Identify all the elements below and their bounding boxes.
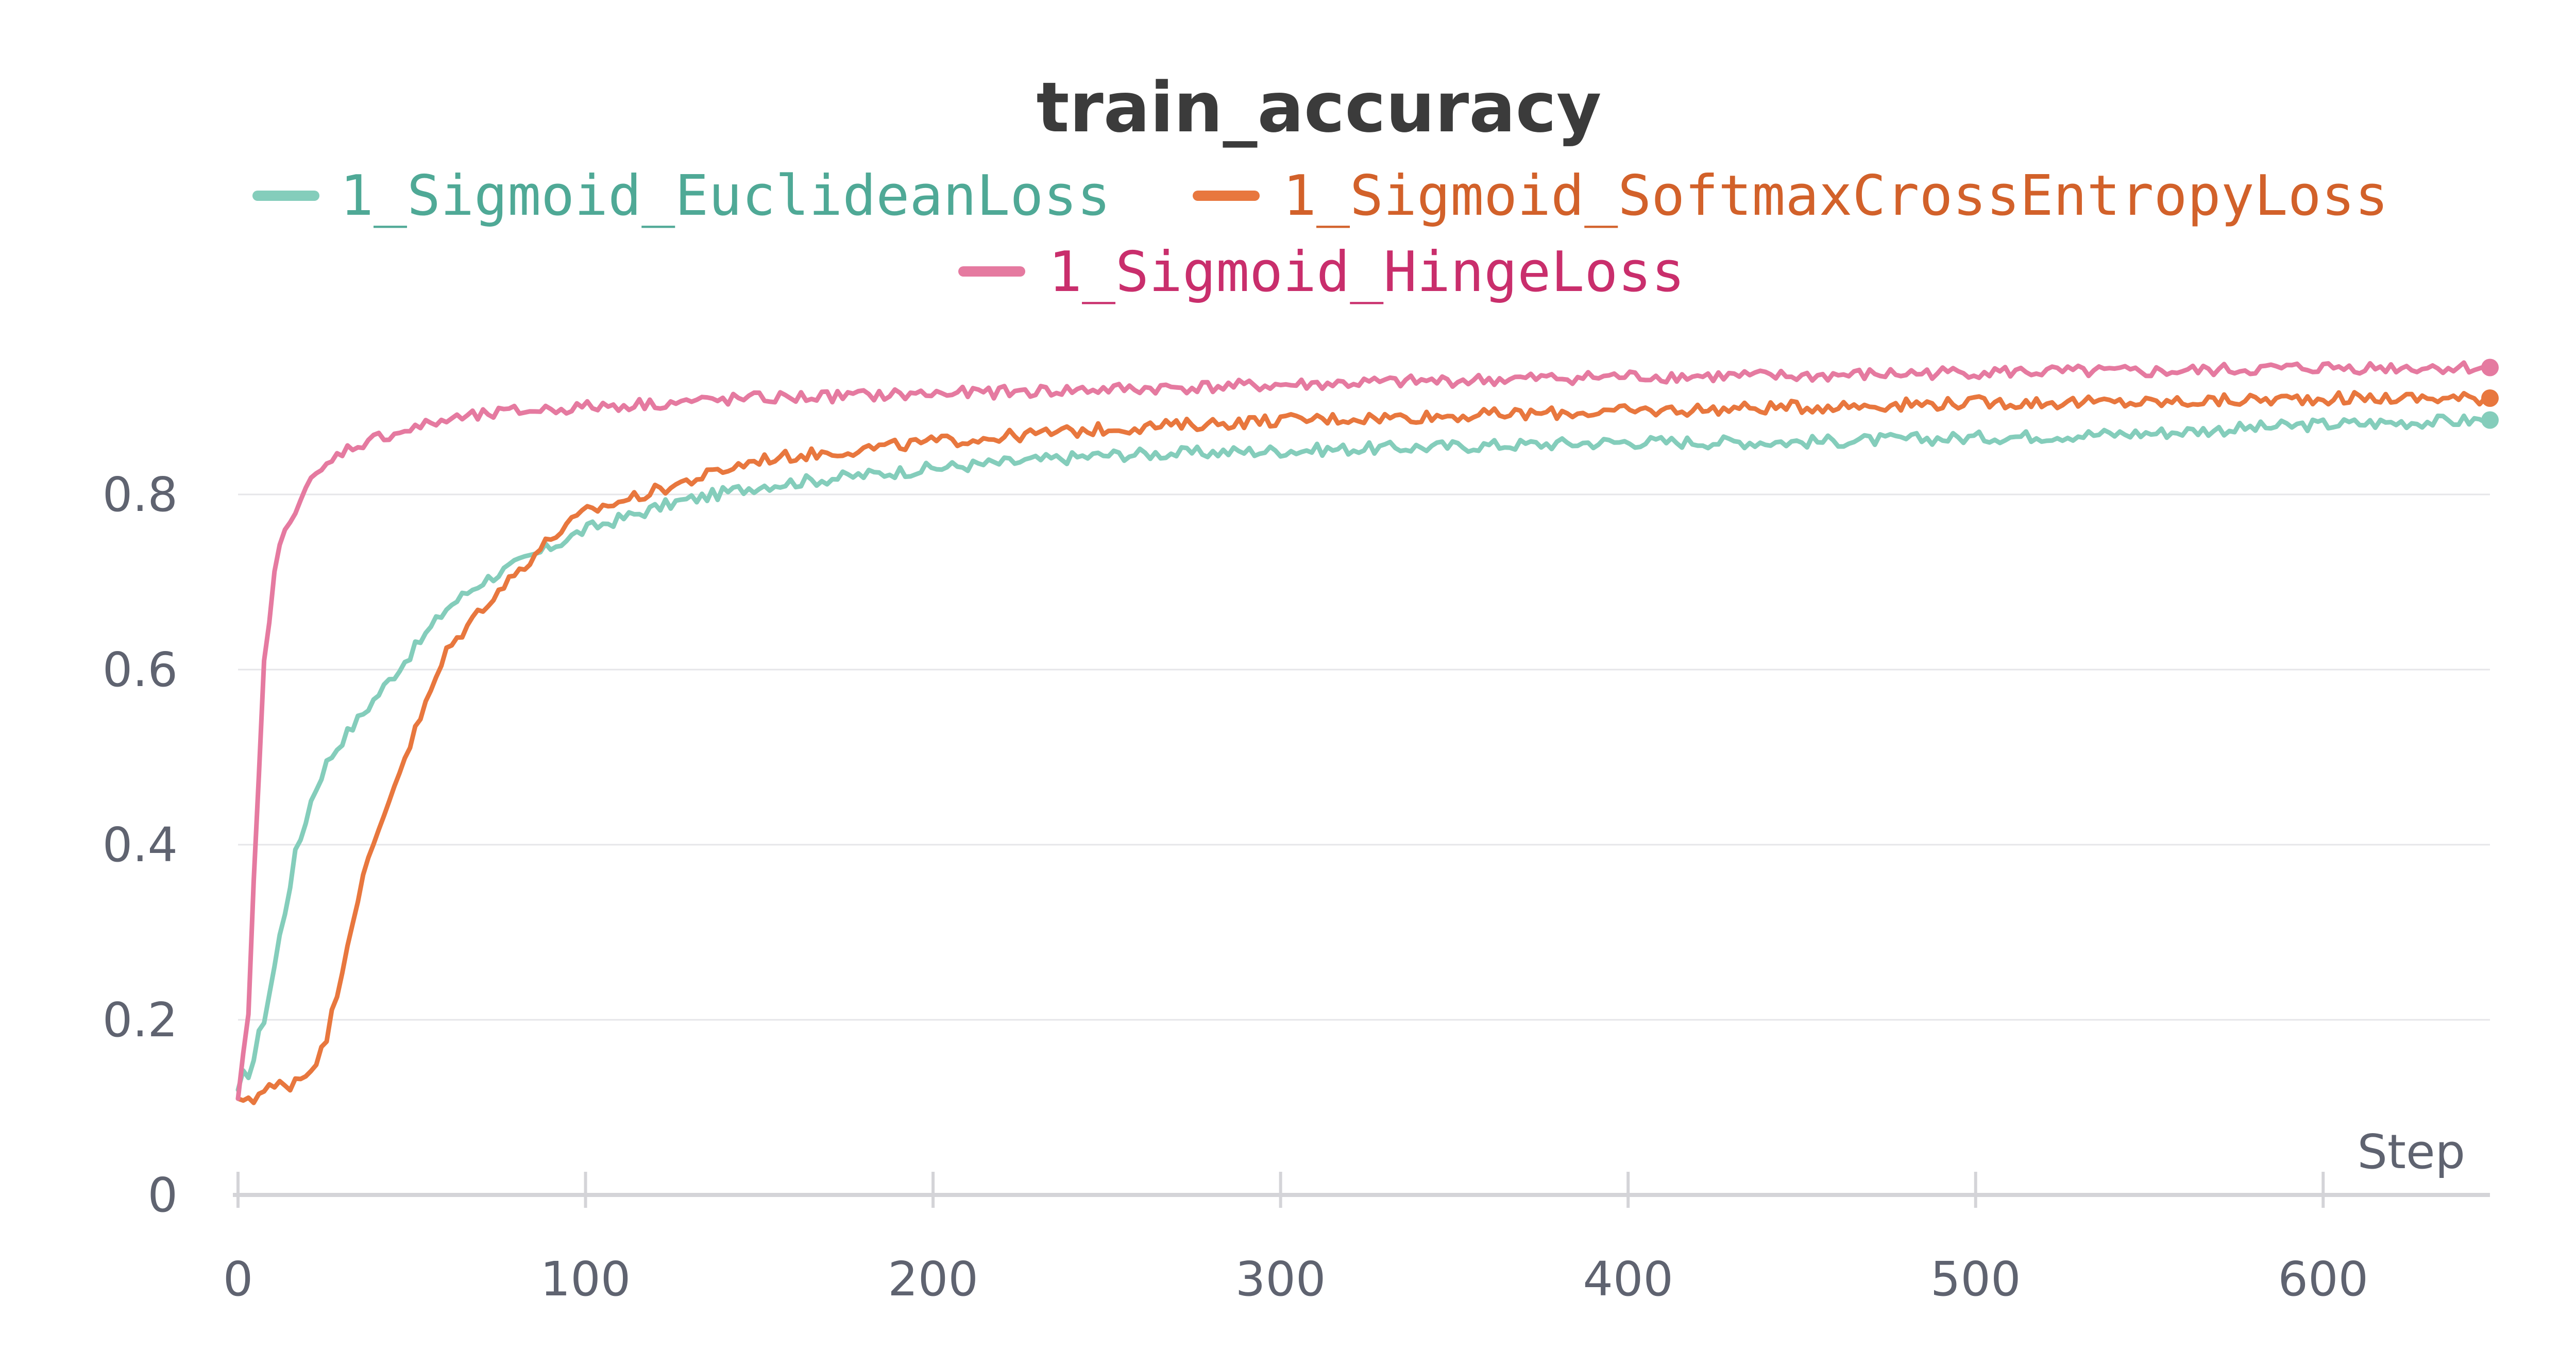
y-axis-tick-labels: 0 0.2 0.4 0.6 0.8 <box>103 467 178 1223</box>
x-tick-label: 600 <box>2278 1252 2368 1307</box>
legend-label-softmax: 1_Sigmoid_SoftmaxCrossEntropyLoss <box>1283 164 2388 228</box>
y-tick-label: 0.4 <box>103 817 178 873</box>
y-tick-label: 0 <box>147 1168 178 1223</box>
chart-title: train_accuracy <box>1037 67 1602 148</box>
y-tick-label: 0.2 <box>103 993 178 1048</box>
legend-item-softmax[interactable]: 1_Sigmoid_SoftmaxCrossEntropyLoss <box>1193 164 2388 228</box>
legend-item-euclidean[interactable]: 1_Sigmoid_EuclideanLoss <box>252 164 1111 228</box>
y-tick-label: 0.8 <box>103 467 178 522</box>
x-tick-label: 300 <box>1235 1252 1326 1307</box>
x-tick-label: 0 <box>223 1252 253 1307</box>
grid-lines <box>238 493 2490 1021</box>
x-axis-label: Step <box>2358 1124 2465 1179</box>
series-endpoints <box>2481 358 2499 429</box>
x-axis-tick-labels: 0 100 200 300 400 500 600 <box>223 1252 2368 1307</box>
series-endpoint-euclidean <box>2481 411 2499 429</box>
x-axis <box>233 1172 2490 1208</box>
x-tick-label: 100 <box>540 1252 631 1307</box>
legend-label-euclidean: 1_Sigmoid_EuclideanLoss <box>340 164 1111 228</box>
legend: 1_Sigmoid_EuclideanLoss 1_Sigmoid_Softma… <box>252 164 2388 304</box>
series-line-euclidean <box>235 413 2493 1092</box>
x-tick-label: 200 <box>888 1252 978 1307</box>
series-line-softmax <box>235 390 2493 1105</box>
series-endpoint-hinge <box>2481 358 2499 377</box>
y-tick-label: 0.6 <box>103 642 178 697</box>
series-line-hinge <box>235 360 2493 1101</box>
series-endpoint-softmax <box>2481 389 2499 407</box>
legend-item-hinge[interactable]: 1_Sigmoid_HingeLoss <box>958 240 1685 304</box>
series-lines <box>235 360 2493 1105</box>
x-tick-label: 400 <box>1583 1252 1673 1307</box>
legend-label-hinge: 1_Sigmoid_HingeLoss <box>1048 240 1685 304</box>
x-tick-label: 500 <box>1930 1252 2021 1307</box>
